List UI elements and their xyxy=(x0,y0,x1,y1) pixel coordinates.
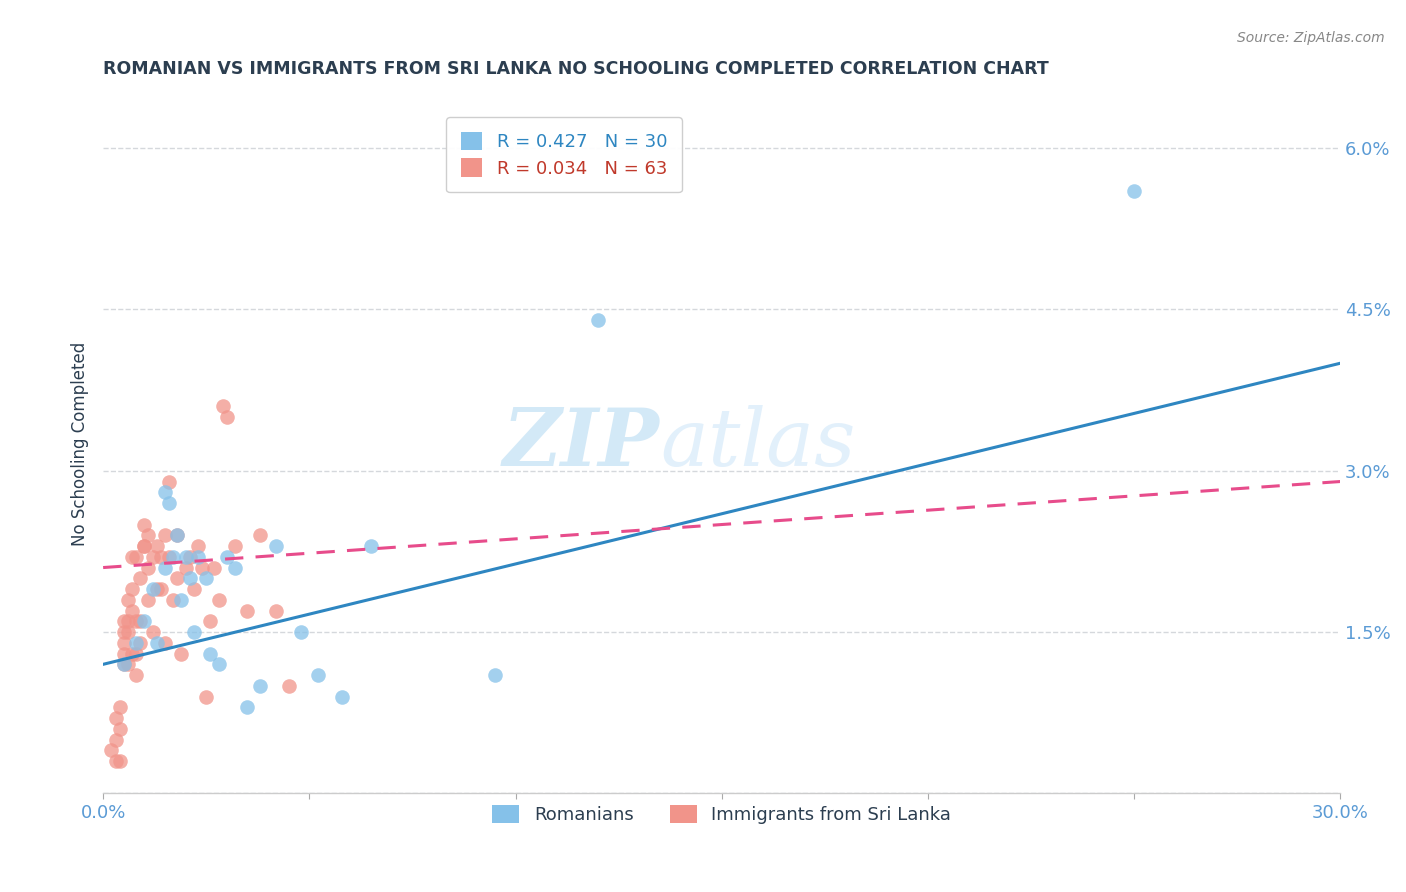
Point xyxy=(207,657,229,672)
Point xyxy=(117,615,139,629)
Point xyxy=(157,549,180,564)
Point xyxy=(170,592,193,607)
Point xyxy=(187,549,209,564)
Point xyxy=(290,625,312,640)
Point xyxy=(121,582,143,596)
Point xyxy=(179,549,201,564)
Point xyxy=(307,668,329,682)
Point xyxy=(215,409,238,424)
Point xyxy=(360,539,382,553)
Point xyxy=(142,582,165,596)
Point xyxy=(138,528,160,542)
Point xyxy=(121,647,143,661)
Point xyxy=(153,560,176,574)
Point xyxy=(236,700,259,714)
Point xyxy=(249,528,271,542)
Point xyxy=(142,549,165,564)
Point xyxy=(200,647,222,661)
Point xyxy=(117,592,139,607)
Point xyxy=(266,603,288,617)
Point xyxy=(112,636,135,650)
Point xyxy=(138,560,160,574)
Point xyxy=(125,647,148,661)
Point xyxy=(125,636,148,650)
Point xyxy=(129,571,152,585)
Point xyxy=(1123,184,1146,198)
Point xyxy=(266,539,288,553)
Point xyxy=(104,711,127,725)
Point xyxy=(174,560,197,574)
Point xyxy=(108,722,131,736)
Point xyxy=(211,399,233,413)
Point xyxy=(204,560,226,574)
Point xyxy=(183,582,205,596)
Point xyxy=(100,743,122,757)
Point xyxy=(134,615,156,629)
Point xyxy=(157,496,180,510)
Point xyxy=(330,690,353,704)
Point xyxy=(149,582,172,596)
Point xyxy=(153,485,176,500)
Point xyxy=(108,700,131,714)
Text: ZIP: ZIP xyxy=(503,405,659,483)
Point xyxy=(112,657,135,672)
Point xyxy=(104,754,127,768)
Point xyxy=(162,549,184,564)
Point xyxy=(200,615,222,629)
Point xyxy=(138,592,160,607)
Point xyxy=(125,668,148,682)
Point xyxy=(104,732,127,747)
Point xyxy=(125,615,148,629)
Point xyxy=(166,528,188,542)
Point xyxy=(484,668,506,682)
Point xyxy=(157,475,180,489)
Point xyxy=(117,625,139,640)
Point xyxy=(170,647,193,661)
Point xyxy=(236,603,259,617)
Point xyxy=(117,657,139,672)
Point xyxy=(112,647,135,661)
Point xyxy=(129,615,152,629)
Point xyxy=(145,636,167,650)
Point xyxy=(134,517,156,532)
Point xyxy=(149,549,172,564)
Point xyxy=(207,592,229,607)
Point xyxy=(121,603,143,617)
Point xyxy=(277,679,299,693)
Point xyxy=(195,571,218,585)
Point xyxy=(142,625,165,640)
Point xyxy=(121,549,143,564)
Point xyxy=(195,690,218,704)
Point xyxy=(215,549,238,564)
Point xyxy=(153,528,176,542)
Point xyxy=(153,636,176,650)
Text: atlas: atlas xyxy=(659,405,855,483)
Point xyxy=(125,549,148,564)
Point xyxy=(179,571,201,585)
Point xyxy=(187,539,209,553)
Point xyxy=(224,539,246,553)
Point xyxy=(174,549,197,564)
Point xyxy=(112,625,135,640)
Point xyxy=(145,539,167,553)
Point xyxy=(134,539,156,553)
Y-axis label: No Schooling Completed: No Schooling Completed xyxy=(72,342,89,546)
Point xyxy=(129,636,152,650)
Point xyxy=(249,679,271,693)
Point xyxy=(134,539,156,553)
Point xyxy=(108,754,131,768)
Point xyxy=(112,657,135,672)
Point xyxy=(224,560,246,574)
Point xyxy=(162,592,184,607)
Point xyxy=(166,528,188,542)
Legend: Romanians, Immigrants from Sri Lanka: Romanians, Immigrants from Sri Lanka xyxy=(484,796,960,833)
Point xyxy=(183,625,205,640)
Text: Source: ZipAtlas.com: Source: ZipAtlas.com xyxy=(1237,31,1385,45)
Point xyxy=(166,571,188,585)
Point xyxy=(586,313,609,327)
Text: ROMANIAN VS IMMIGRANTS FROM SRI LANKA NO SCHOOLING COMPLETED CORRELATION CHART: ROMANIAN VS IMMIGRANTS FROM SRI LANKA NO… xyxy=(103,60,1049,78)
Point xyxy=(191,560,214,574)
Point xyxy=(112,615,135,629)
Point xyxy=(145,582,167,596)
